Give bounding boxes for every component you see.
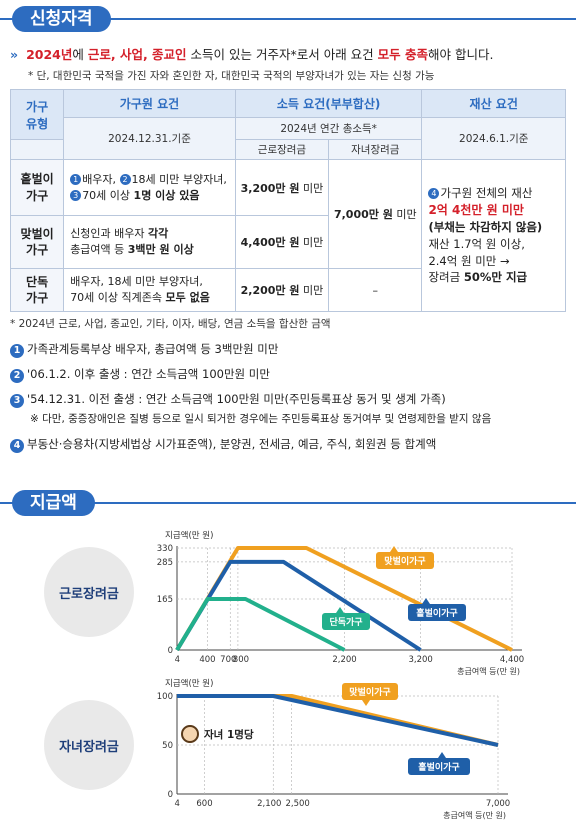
col-header-type: 가구 유형: [9, 89, 65, 140]
intro-text: 2024년에 근로, 사업, 종교인 소득이 있는 거주자*로서 아래 요건 모…: [26, 47, 493, 62]
asset-requirement: 4 가구원 전체의 재산 2억 4천만 원 미만 (부채는 차감하지 않음) 재산…: [421, 159, 566, 312]
child-annotation: 자녀 1명당: [204, 728, 254, 741]
intro-part-3: 소득이 있는 거주자*로서 아래 요건: [186, 47, 378, 62]
y-tick-label: 100: [157, 692, 173, 702]
section-header-eligibility: 신청자격: [0, 6, 576, 32]
double-chevron-icon: »: [10, 47, 19, 62]
y-tick-label: 330: [157, 544, 173, 554]
y-tick-label: 0: [168, 790, 173, 800]
col-header-family: 가구원 요건: [63, 89, 236, 118]
child-icon: [181, 725, 199, 743]
series-label-1: 홑벌이가구: [418, 761, 459, 773]
series-label-pointer-2: [336, 607, 344, 613]
col-header-asset: 재산 요건: [421, 89, 566, 118]
income-work-single-earner: 3,200만 원 미만: [234, 159, 330, 216]
x-tick-label: 3,200: [408, 655, 432, 665]
x-tick-label: 4: [174, 799, 179, 809]
intro-part-0: 2024년: [26, 47, 73, 62]
note-3: 3'54.12.31. 이전 출생 : 연간 소득금액 100만원 미만(주민등…: [10, 391, 446, 408]
eligibility-intro: » 2024년에 근로, 사업, 종교인 소득이 있는 거주자*로서 아래 요건…: [10, 44, 493, 63]
col-header-income: 소득 요건(부부합산): [234, 89, 423, 118]
series-label-box-0: [342, 683, 398, 700]
income-basis: 2024년 연간 총소득*: [234, 117, 423, 140]
note-1: 1 가족관계등록부상 배우자, 총급여액 등 3백만원 미만: [10, 341, 278, 358]
section-divider: [0, 18, 576, 20]
family-req-single: 배우자, 18세 미만 부양자녀, 70세 이상 직계존속 모두 없음: [63, 268, 236, 312]
series-line-1: [177, 694, 499, 747]
series-line-2: [175, 597, 346, 652]
intro-part-1: 에: [72, 47, 88, 62]
section-divider: [0, 502, 576, 504]
intro-part-2: 근로, 사업, 종교인: [87, 47, 187, 62]
series-label-pointer-0: [390, 546, 398, 552]
income-work-dual-earner: 4,400만 원 미만: [234, 215, 330, 269]
section-title: 신청자격: [12, 6, 111, 32]
series-label-box-2: [322, 613, 370, 630]
intro-part-5: 해야 합니다.: [428, 47, 494, 62]
series-label-0: 맞벌이가구: [384, 555, 425, 567]
y-tick-label: 50: [162, 741, 173, 751]
note-3-exception: ※ 다만, 중증장애인은 질병 등으로 일시 퇴거한 경우에는 주민등록표상 동…: [30, 413, 492, 425]
x-tick-label: 4: [175, 655, 180, 665]
series-label-1: 홑벌이가구: [416, 607, 457, 619]
family-basis-date: 2024.12.31.기준: [63, 117, 236, 160]
series-label-0: 맞벌이가구: [349, 686, 390, 698]
note-2: 2'06.1.2. 이후 출생 : 연간 소득금액 100만원 미만: [10, 366, 270, 383]
intro-part-4: 모두 충족: [377, 47, 428, 62]
x-tick-label: 800: [233, 655, 249, 665]
series-label-box-1: [408, 604, 466, 621]
series-label-pointer-1: [438, 752, 446, 758]
section-title: 지급액: [12, 490, 95, 516]
x-tick-label: 4,400: [500, 655, 524, 665]
income-child-limit: 7,000만 원 미만: [328, 159, 423, 269]
series-label-pointer-1: [422, 598, 430, 604]
note-4: 4 부동산·승용차(지방세법상 시가표준액), 분양권, 전세금, 예금, 주식,…: [10, 436, 436, 453]
y-tick-label: 165: [157, 595, 173, 605]
series-label-box-0: [376, 552, 434, 569]
series-label-2: 단독가구: [329, 616, 362, 628]
series-label-pointer-0: [362, 700, 370, 706]
subheader-work: 근로장려금: [234, 139, 330, 160]
section-header-payment: 지급액: [0, 490, 576, 516]
series-line-1: [175, 559, 422, 652]
income-work-single: 2,200만 원 미만: [234, 268, 330, 312]
y-axis-label: 지급액(만 원): [165, 678, 213, 689]
x-tick-label: 600: [196, 799, 212, 809]
asset-basis-date: 2024.6.1.기준: [421, 117, 566, 160]
requirements-table: 가구 유형 가구원 요건 소득 요건(부부합산) 재산 요건 2024.12.3…: [9, 89, 566, 312]
subheader-child: 자녀장려금: [328, 139, 423, 160]
row-type-single-earner: 홑벌이 가구: [9, 159, 65, 216]
label-work-incentive: 근로장려금: [44, 547, 134, 637]
table-footnote: * 2024년 근로, 사업, 종교인, 기타, 이자, 배당, 연금 소득을 …: [10, 318, 331, 330]
row-type-dual-earner: 맞벌이 가구: [9, 215, 65, 269]
family-req-dual-earner: 신청인과 배우자 각각 총급여액 등 3백만 원 이상: [63, 215, 236, 269]
y-tick-label: 285: [157, 558, 173, 568]
x-tick-label: 2,500: [285, 799, 309, 809]
x-axis-label: 총급여액 등(만 원): [443, 810, 506, 820]
x-tick-label: 400: [199, 655, 215, 665]
family-req-single-earner: 1 배우자, 2 18세 미만 부양자녀, 3 70세 이상 1명 이상 있음: [63, 159, 236, 216]
x-axis-label: 총급여액 등(만 원): [457, 666, 520, 676]
x-tick-label: 2,100: [257, 799, 281, 809]
intro-subnote: * 단, 대한민국 국적을 가진 자와 혼인한 자, 대한민국 국적의 부양자녀…: [28, 70, 435, 82]
y-axis-label: 지급액(만 원): [165, 530, 213, 541]
series-label-box-1: [408, 758, 470, 775]
income-child-single: –: [328, 268, 423, 312]
x-tick-label: 7,000: [486, 799, 510, 809]
row-type-single: 단독 가구: [9, 268, 65, 312]
empty-cell: [9, 139, 65, 160]
label-child-incentive: 자녀장려금: [44, 700, 134, 790]
x-tick-label: 700: [220, 655, 236, 665]
x-tick-label: 2,200: [332, 655, 356, 665]
y-tick-label: 0: [168, 646, 173, 656]
